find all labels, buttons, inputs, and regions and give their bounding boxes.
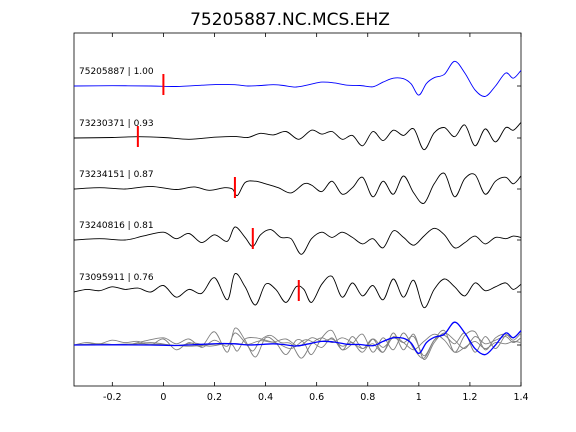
stack-trace-line	[73, 327, 522, 360]
chart-title: 75205887.NC.MCS.EHZ	[190, 10, 390, 30]
stack-trace-line	[73, 332, 522, 359]
trace-label: 75205887 | 1.00	[79, 67, 154, 77]
x-tick-label: 1.4	[513, 392, 528, 403]
x-tick-label: 0.2	[207, 392, 222, 403]
x-tick-label: -0.2	[103, 392, 122, 403]
plot-area: -0.2 0 0.2 0.4 0.6 0.8 1 1.2 1.4 75205887 | 1.00 7…	[73, 32, 529, 403]
trace-label: 73234151 | 0.87	[79, 170, 154, 180]
stack-master-line	[73, 321, 522, 356]
trace-line	[73, 122, 522, 151]
stack-trace-line	[73, 329, 522, 359]
trace-label: 73240816 | 0.81	[79, 221, 154, 231]
trace-line	[73, 172, 522, 204]
x-tick-label: 0.8	[360, 392, 375, 403]
x-tick-label: 0.6	[309, 392, 324, 403]
trace-label: 73095911 | 0.76	[79, 273, 154, 283]
x-tick-label: 1.2	[462, 392, 477, 403]
x-tick-label: 0	[160, 392, 166, 403]
trace-line	[73, 273, 522, 309]
x-tick-label: 1	[416, 392, 422, 403]
trace-line	[73, 60, 522, 97]
axes-box	[73, 32, 522, 387]
trace-label: 73230371 | 0.93	[79, 119, 154, 129]
x-tick-label: 0.4	[258, 392, 273, 403]
trace-line	[73, 226, 522, 255]
